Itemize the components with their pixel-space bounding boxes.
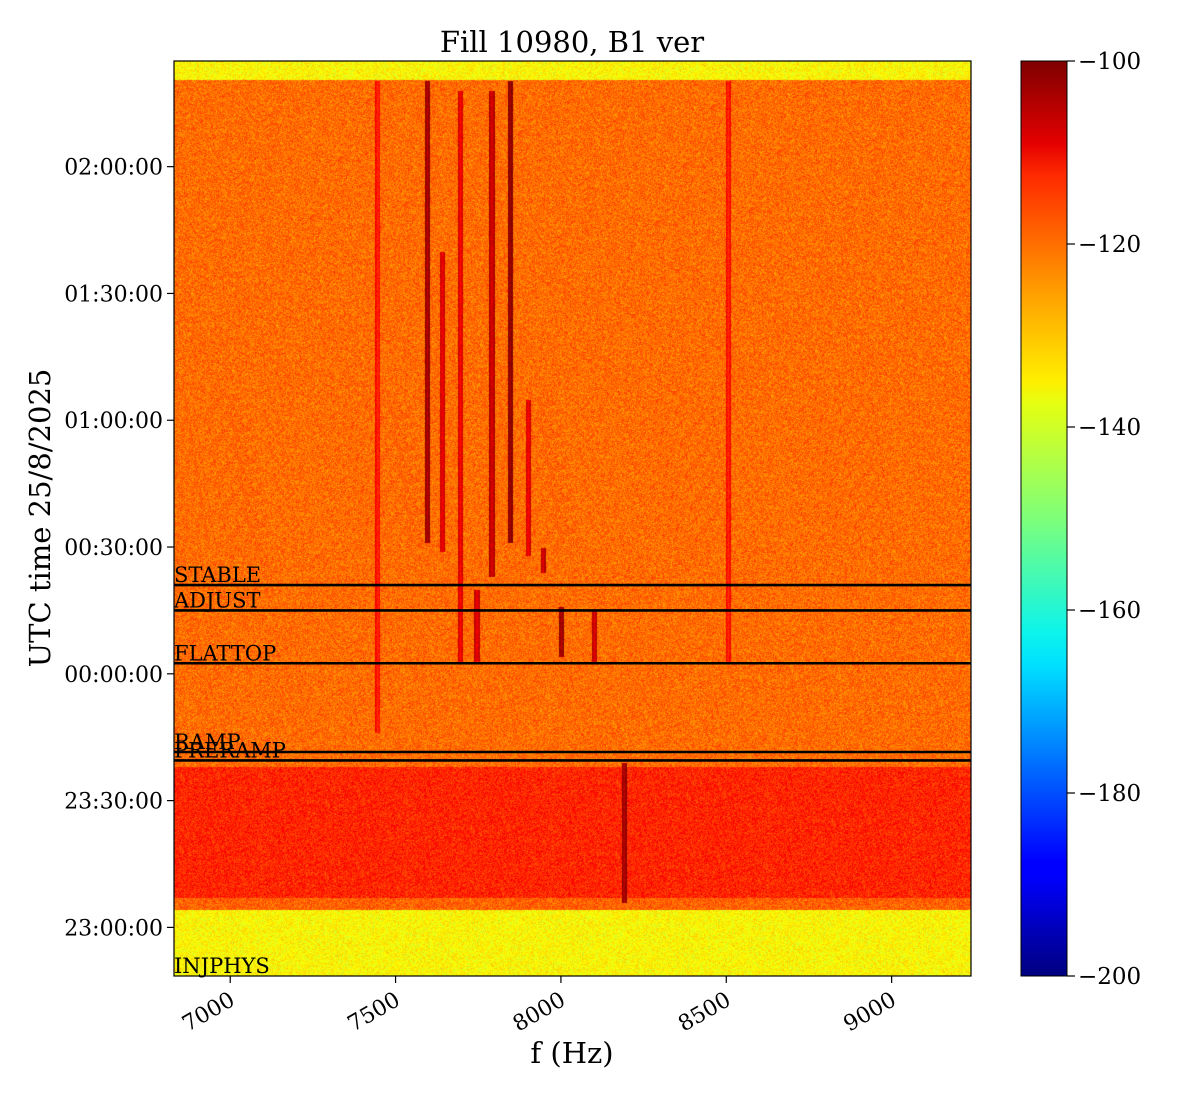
phase-label-preramp: PRERAMP [174,738,286,762]
plot-frame [173,60,972,977]
x-tick-label: 7500 [344,988,405,1038]
y-axis: 23:00:00 23:30:00 00:00:00 00:30:00 01:00:00… [64,156,174,941]
x-axis: 7000 7500 8000 8500 9000 [178,976,901,1038]
x-tick-label: 8500 [674,988,735,1038]
colorbar-tick-label: −100 [1078,49,1141,75]
colorbar-tick-label: −200 [1078,964,1141,990]
x-tick-label: 9000 [840,988,901,1038]
phase-label-adjust: ADJUST [173,588,261,612]
colorbar-gradient [1020,60,1068,977]
y-axis-label: UTC time 25/8/2025 [23,369,57,668]
colorbar-axis: −100 −120 −140 −160 −180 −200 [1067,49,1141,990]
y-tick-label: 02:00:00 [64,156,163,181]
chart-title: Fill 10980, B1 ver [440,25,704,59]
y-tick-label: 00:00:00 [64,663,163,688]
colorbar-tick-label: −120 [1078,232,1141,258]
phase-label-injphys: INJPHYS [174,954,270,978]
phase-label-flattop: FLATTOP [174,641,276,665]
x-axis-label: f (Hz) [530,1036,613,1070]
phase-label-ramp: RAMP [174,730,241,754]
colorbar-tick-label: −180 [1078,781,1141,807]
y-tick-label: 00:30:00 [64,536,163,561]
y-tick-label: 01:30:00 [64,282,163,307]
spectrogram-heatmap [174,61,971,976]
phase-label-stable: STABLE [174,563,261,587]
y-tick-label: 23:30:00 [64,790,163,815]
colorbar-tick-label: −140 [1078,415,1141,441]
colorbar-tick-label: −160 [1078,598,1141,624]
colorbar: −100 −120 −140 −160 −180 −200 [1020,49,1141,990]
y-tick-label: 01:00:00 [64,409,163,434]
x-tick-label: 7000 [178,988,239,1038]
y-tick-label: 23:00:00 [64,916,163,941]
x-tick-label: 8000 [509,988,570,1038]
